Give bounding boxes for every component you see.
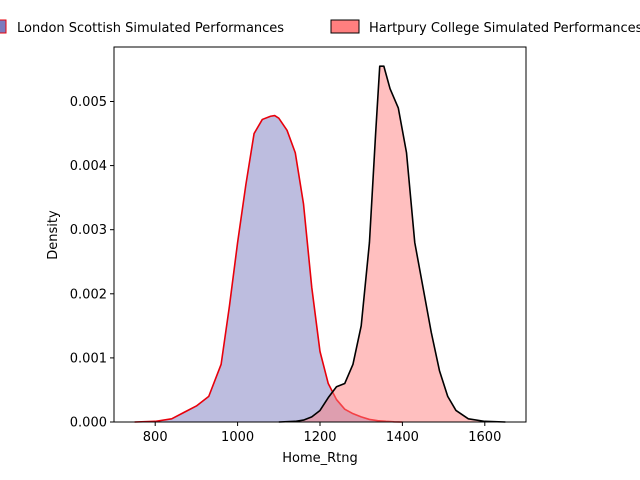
legend-swatch-hartpury-college bbox=[330, 19, 360, 34]
legend-swatch-london-scottish bbox=[0, 19, 7, 34]
y-tick-label: 0.002 bbox=[70, 287, 107, 302]
legend-label-london-scottish: London Scottish Simulated Performances bbox=[17, 21, 284, 36]
series-line-hartpury-college bbox=[278, 65, 506, 423]
series-area-london-scottish bbox=[134, 115, 403, 422]
x-tick-label: 1400 bbox=[386, 430, 419, 445]
y-tick-label: 0.003 bbox=[70, 223, 107, 238]
y-tick-label: 0.005 bbox=[70, 95, 107, 110]
x-tick-label: 1600 bbox=[468, 430, 501, 445]
x-tick-label: 800 bbox=[143, 430, 168, 445]
x-tick-label: 1200 bbox=[303, 430, 336, 445]
y-axis-label: Density bbox=[46, 210, 61, 260]
legend-label-hartpury-college: Hartpury College Simulated Performances bbox=[369, 21, 640, 36]
x-tick-label: 1000 bbox=[221, 430, 254, 445]
series-layer bbox=[134, 65, 506, 423]
x-axis-label: Home_Rtng bbox=[282, 451, 358, 466]
series-area-hartpury-college bbox=[278, 66, 506, 422]
y-tick-label: 0.001 bbox=[70, 351, 107, 366]
legend: London Scottish Simulated Performances H… bbox=[0, 19, 640, 36]
y-tick-label: 0.000 bbox=[70, 416, 107, 431]
y-axis: 0.000 0.001 0.002 0.003 0.004 0.005 bbox=[70, 95, 114, 431]
x-axis: 800 1000 1200 1400 1600 bbox=[143, 422, 501, 445]
y-tick-label: 0.004 bbox=[70, 159, 107, 174]
